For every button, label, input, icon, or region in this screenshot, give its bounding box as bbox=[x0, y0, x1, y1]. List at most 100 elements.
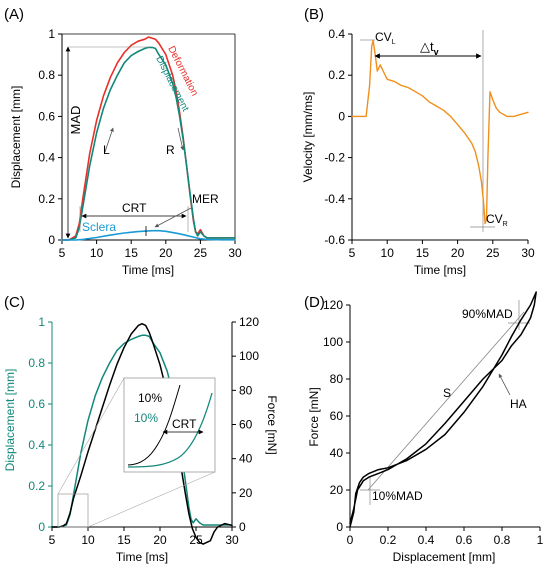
mer-label: MER bbox=[192, 192, 219, 206]
x-tick-label: 20 bbox=[153, 533, 167, 547]
panel-d-x-ticks: 0 0.2 0.4 0.6 0.8 1 bbox=[347, 527, 544, 547]
x-tick-label: 25 bbox=[194, 246, 208, 260]
x-tick-label: 15 bbox=[125, 246, 139, 260]
panel-b-x-ticks: 5 10 15 20 25 30 bbox=[349, 240, 535, 260]
label-sclera: Sclera bbox=[82, 220, 116, 234]
x-tick-label: 0.4 bbox=[418, 533, 435, 547]
panel-b: (B) 5 10 15 20 25 30 -0.6 -0.4 -0.2 0 0.2 0.4 Time… bbox=[301, 6, 535, 277]
x-tick-label: 0 bbox=[347, 533, 354, 547]
y-tick-label: 0 bbox=[336, 520, 343, 534]
x-tick-label: 0.2 bbox=[380, 533, 397, 547]
r-label: R bbox=[166, 143, 175, 157]
panel-b-y-label: Velocity [mm/ms] bbox=[301, 92, 315, 183]
y-tick-label: 0 bbox=[338, 109, 345, 123]
y2-tick-label: 120 bbox=[239, 315, 259, 329]
y-tick-label: -0.2 bbox=[324, 151, 345, 165]
inset-label-force: 10% bbox=[138, 391, 162, 405]
inset-connector-bottom bbox=[87, 471, 216, 528]
x-tick-label: 20 bbox=[451, 246, 465, 260]
panel-d-y-label: Force [mN] bbox=[307, 387, 321, 446]
panel-c-label: (C) bbox=[4, 294, 25, 311]
inset-label-displacement: 10% bbox=[134, 411, 158, 425]
y-tick-label: 0.8 bbox=[38, 68, 55, 82]
inset-source-box bbox=[57, 493, 89, 528]
inset-force-curve bbox=[127, 384, 181, 466]
panel-a-x-label: Time [ms] bbox=[122, 263, 174, 277]
y-tick-label: 60 bbox=[330, 409, 344, 423]
panel-a: (A) 5 10 15 20 25 30 0 0.2 0.4 0.6 0.8 1 Time [ms]… bbox=[4, 6, 242, 277]
panel-b-frame bbox=[351, 34, 528, 241]
panel-b-y-ticks: -0.6 -0.4 -0.2 0 0.2 0.4 bbox=[324, 27, 352, 247]
y-tick-label: 80 bbox=[330, 372, 344, 386]
y-tick-label: 0.6 bbox=[38, 109, 55, 123]
series-line-displacement bbox=[61, 46, 236, 241]
y-tick-label: 0.8 bbox=[28, 356, 45, 370]
ha-arrow bbox=[498, 373, 511, 396]
y2-tick-label: 40 bbox=[239, 452, 253, 466]
x-tick-label: 25 bbox=[189, 533, 203, 547]
mad-label: MAD bbox=[68, 106, 83, 135]
y-tick-label: 100 bbox=[323, 335, 343, 349]
x-tick-label: 10 bbox=[81, 533, 95, 547]
inset-connector-top bbox=[57, 377, 125, 495]
y-tick-label: 120 bbox=[323, 298, 343, 312]
y-tick-label: -0.4 bbox=[324, 192, 345, 206]
dt-sub: v bbox=[434, 47, 439, 57]
cvl-main: CV bbox=[375, 30, 392, 44]
panel-a-y-ticks: 0 0.2 0.4 0.6 0.8 1 bbox=[38, 27, 62, 247]
y-tick-label: 1 bbox=[38, 315, 45, 329]
x-tick-label: 5 bbox=[349, 246, 356, 260]
y-tick-label: 0.4 bbox=[38, 151, 55, 165]
panel-d-label: (D) bbox=[304, 294, 325, 311]
y2-tick-label: 0 bbox=[239, 520, 246, 534]
cvl-sub: L bbox=[392, 39, 396, 46]
x-tick-label: 1 bbox=[537, 533, 544, 547]
series-line-1 bbox=[351, 39, 529, 225]
y-tick-label: 40 bbox=[330, 446, 344, 460]
x-tick-label: 20 bbox=[159, 246, 173, 260]
y-tick-label: 0.2 bbox=[328, 68, 345, 82]
y2-tick-label: 80 bbox=[239, 383, 253, 397]
panel-c-y2-label: Force [mN] bbox=[265, 395, 279, 454]
y-tick-label: 1 bbox=[48, 27, 55, 41]
x-tick-label: 10 bbox=[90, 246, 104, 260]
inset-displacement-curve bbox=[127, 392, 213, 468]
panel-a-x-ticks: 5 10 15 20 25 30 bbox=[59, 240, 242, 260]
series-line-deformation bbox=[61, 36, 236, 241]
x-tick-label: 10 bbox=[381, 246, 395, 260]
panel-b-x-label: Time [ms] bbox=[414, 263, 466, 277]
panel-c: (C) 5 10 15 20 25 30 0 0.2 0.4 0.6 0.8 1 0 20 40 60 80… bbox=[3, 294, 279, 564]
panel-c-x-label: Time [ms] bbox=[116, 550, 168, 564]
mad90-label: 90%MAD bbox=[462, 307, 513, 321]
x-tick-label: 5 bbox=[49, 533, 56, 547]
x-tick-label: 30 bbox=[521, 246, 535, 260]
panel-d: (D) 0 0.2 0.4 0.6 0.8 1 0 20 40 60 80 100 120 Displ… bbox=[304, 291, 544, 564]
mer-arrow bbox=[154, 207, 192, 228]
ha-label: HA bbox=[510, 397, 527, 411]
l-label: L bbox=[103, 143, 110, 157]
panel-a-y-label: Displacement [mm] bbox=[9, 86, 23, 189]
y-tick-label: 0.2 bbox=[28, 479, 45, 493]
inset-box bbox=[123, 377, 216, 473]
inset-panel: 10% 10% CRT bbox=[123, 377, 216, 473]
dt-label: △tv bbox=[420, 39, 439, 57]
panel-a-frame bbox=[61, 33, 236, 241]
y-tick-label: 20 bbox=[330, 483, 344, 497]
x-tick-label: 15 bbox=[117, 533, 131, 547]
l-arrow bbox=[104, 127, 114, 153]
series-line-sclera bbox=[61, 229, 236, 241]
s-label: S bbox=[443, 386, 451, 400]
crt-label: CRT bbox=[122, 201, 147, 215]
x-tick-label: 30 bbox=[225, 533, 239, 547]
y-tick-label: 0 bbox=[48, 233, 55, 247]
cvl-label: CVL bbox=[375, 30, 396, 46]
panel-c-y2-ticks: 0 20 40 60 80 100 120 bbox=[232, 315, 259, 534]
panel-b-series bbox=[351, 39, 529, 225]
y2-tick-label: 100 bbox=[239, 349, 259, 363]
cvr-main: CV bbox=[486, 212, 503, 226]
y-tick-label: 0.4 bbox=[28, 438, 45, 452]
y-tick-label: 0.6 bbox=[28, 397, 45, 411]
y2-tick-label: 20 bbox=[239, 486, 253, 500]
s-line bbox=[367, 311, 525, 491]
dt-delta: △t bbox=[420, 39, 434, 54]
